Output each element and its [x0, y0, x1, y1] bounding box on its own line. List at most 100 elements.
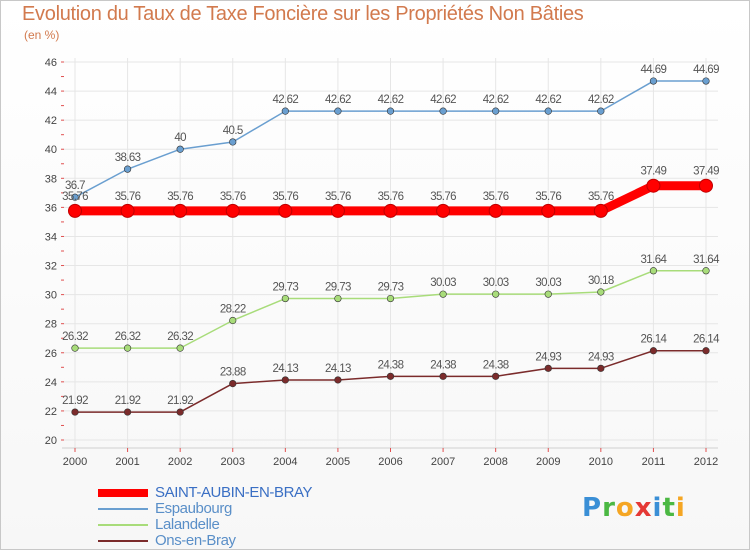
data-point [439, 372, 447, 380]
chart-title: Evolution du Taux de Taxe Foncière sur l… [22, 3, 584, 25]
y-tick-label: 42 [45, 115, 57, 127]
data-point [123, 408, 132, 416]
legend-swatch [98, 540, 148, 542]
data-label: 35.76 [62, 191, 88, 203]
data-label: 30.18 [588, 275, 614, 287]
data-label: 26.14 [641, 334, 668, 346]
data-label: 35.76 [378, 191, 404, 203]
y-tick-label: 46 [45, 57, 57, 69]
data-label: 35.76 [115, 191, 141, 203]
data-point [330, 203, 345, 218]
legend-label: Lalandelle [155, 516, 220, 533]
y-tick-label: 32 [45, 261, 57, 273]
data-point [334, 294, 342, 303]
data-point [278, 203, 293, 218]
data-point [649, 267, 658, 275]
data-point [229, 316, 237, 325]
data-label: 38.63 [115, 152, 141, 164]
x-tick-label: 2012 [694, 456, 718, 468]
y-tick-label: 30 [45, 290, 57, 302]
data-point [597, 288, 605, 296]
data-label: 26.32 [167, 331, 193, 343]
data-label: 28.22 [220, 303, 246, 315]
data-label: 26.14 [693, 334, 720, 346]
data-label: 36.7 [65, 180, 85, 192]
data-point [229, 138, 237, 146]
data-point [281, 294, 289, 303]
legend-label: SAINT-AUBIN-EN-BRAY [155, 484, 313, 501]
legend-label: Ons-en-Bray [155, 532, 236, 549]
data-label: 35.76 [430, 191, 456, 203]
data-point [120, 203, 135, 218]
data-point [597, 364, 605, 372]
data-point [386, 107, 395, 115]
data-label: 24.38 [483, 359, 509, 371]
data-label: 42.62 [588, 94, 614, 106]
y-tick-label: 26 [45, 348, 57, 360]
x-tick-label: 2003 [221, 456, 245, 468]
data-label: 26.32 [62, 331, 88, 343]
x-tick-label: 2006 [378, 456, 402, 468]
data-label: 35.76 [588, 191, 614, 203]
data-label: 35.76 [483, 191, 509, 203]
data-label: 24.38 [430, 359, 456, 371]
data-point [173, 203, 188, 218]
legend-swatch [98, 524, 148, 526]
data-label: 30.03 [483, 277, 509, 289]
data-label: 42.62 [535, 94, 561, 106]
data-label: 35.76 [325, 191, 351, 203]
y-tick-label: 44 [45, 86, 57, 98]
data-label: 21.92 [167, 395, 193, 407]
data-point [176, 408, 184, 416]
data-point [492, 372, 500, 380]
data-label: 42.62 [378, 94, 404, 106]
data-label: 26.32 [115, 331, 141, 343]
data-point [646, 178, 661, 193]
data-label: 21.92 [115, 395, 141, 407]
data-point [544, 364, 552, 372]
data-point [541, 203, 556, 218]
data-label: 40 [174, 132, 186, 144]
data-point [702, 77, 710, 85]
data-label: 40.5 [223, 125, 243, 137]
data-point [702, 267, 710, 275]
y-tick-label: 38 [45, 173, 57, 185]
data-label: 42.62 [430, 94, 456, 106]
data-point [176, 145, 184, 153]
data-label: 30.03 [535, 277, 561, 289]
data-label: 37.49 [641, 166, 667, 178]
data-label: 30.03 [430, 277, 456, 289]
data-point [492, 107, 500, 115]
data-point [439, 107, 447, 115]
data-point [492, 290, 500, 298]
data-point [593, 203, 608, 218]
data-point [281, 376, 289, 384]
x-tick-label: 2007 [431, 456, 455, 468]
data-label: 23.88 [220, 367, 246, 379]
data-point [544, 290, 552, 298]
data-point [699, 178, 713, 193]
data-point [123, 344, 132, 352]
data-label: 31.64 [693, 254, 720, 266]
x-tick-label: 2010 [589, 456, 613, 468]
data-label: 29.73 [325, 282, 351, 294]
data-point [436, 203, 451, 218]
data-point [439, 290, 447, 298]
data-point [225, 203, 240, 218]
x-tick-label: 2008 [483, 456, 507, 468]
data-point [488, 203, 503, 218]
data-point [68, 203, 82, 218]
y-tick-label: 36 [45, 202, 57, 214]
data-label: 29.73 [272, 282, 298, 294]
y-tick-label: 24 [45, 377, 57, 389]
data-label: 24.93 [535, 351, 561, 363]
y-tick-label: 20 [45, 435, 57, 447]
data-point [597, 107, 605, 115]
data-point [71, 344, 79, 352]
data-point [702, 347, 710, 355]
x-tick-label: 2002 [168, 456, 192, 468]
data-label: 35.76 [220, 191, 246, 203]
x-tick-label: 2005 [326, 456, 350, 468]
y-tick-label: 34 [45, 231, 57, 243]
